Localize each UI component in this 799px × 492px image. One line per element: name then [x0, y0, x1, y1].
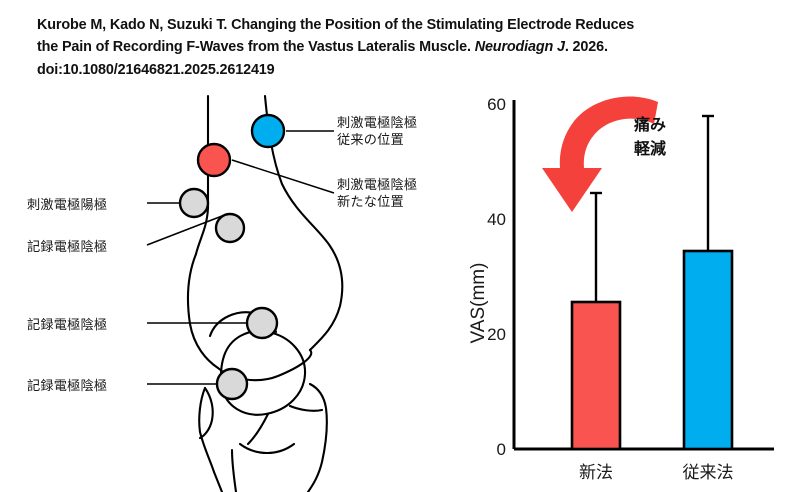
- y-tick-20: 20: [487, 325, 506, 344]
- y-tick-0: 0: [497, 440, 506, 459]
- error-bar-new-method: [590, 191, 602, 302]
- label-stim-cathode-new: 刺激電極陰極 新たな位置: [337, 177, 417, 211]
- citation-text: Kurobe M, Kado N, Suzuki T. Changing the…: [37, 14, 772, 81]
- x-category-conventional-method: 従来法: [683, 463, 734, 482]
- label-stim-cathode-conventional-line1: 刺激電極陰極: [337, 115, 418, 130]
- pain-reduction-arrow-icon: [542, 96, 658, 212]
- citation-line-2b: . 2026.: [564, 39, 608, 56]
- electrode-grey-recording-3: [215, 367, 249, 401]
- label-recording-cathode-3: 記録電極陰極: [27, 378, 108, 393]
- electrode-grey-stim-anode: [178, 187, 210, 219]
- label-stim-cathode-new-line2: 新たな位置: [337, 193, 404, 209]
- knee-anatomy-diagram: 刺激電極陽極 記録電極陰極 記録電極陰極 記録電極陰極 刺激電極陰極 従来の位置…: [0, 88, 462, 492]
- label-recording-cathode-1: 記録電極陰極: [27, 239, 108, 254]
- leader-recording-1: [146, 215, 223, 246]
- y-axis-label: VAS(mm): [468, 263, 489, 344]
- x-category-new-method: 新法: [579, 463, 613, 482]
- citation-doi: doi:10.1080/21646821.2025.2612419: [37, 61, 275, 78]
- y-tick-60: 60: [487, 95, 506, 114]
- electrode-grey-recording-1: [214, 212, 246, 244]
- electrode-blue-conventional-position: [250, 113, 286, 149]
- citation-line-1: Kurobe M, Kado N, Suzuki T. Changing the…: [37, 17, 635, 33]
- y-tick-40: 40: [487, 210, 506, 229]
- error-bar-conventional-method: [702, 114, 714, 251]
- vas-bar-chart: 0 20 40 60 VAS(mm) 新法 従来法: [462, 88, 799, 492]
- leader-lines: [146, 130, 335, 385]
- label-stim-cathode-conventional: 刺激電極陰極 従来の位置: [337, 115, 417, 149]
- y-tick-labels: 0 20 40 60: [487, 95, 506, 459]
- bar-conventional-method: [682, 249, 734, 451]
- citation-journal-name: Neurodiagn J: [474, 39, 565, 56]
- citation-line-2a: the Pain of Recording F-Waves from the V…: [37, 39, 471, 56]
- annotation-line-2: 軽減: [634, 139, 666, 158]
- label-stimulating-anode: 刺激電極陽極: [27, 197, 108, 212]
- label-stim-cathode-conventional-line2: 従来の位置: [337, 131, 404, 147]
- bar-new-method: [570, 300, 622, 451]
- label-stim-cathode-new-line1: 刺激電極陰極: [337, 177, 418, 192]
- leader-red-marker: [231, 159, 335, 194]
- annotation-line-1: 痛み: [633, 115, 666, 134]
- electrode-grey-recording-2: [245, 306, 279, 340]
- electrode-red-new-position: [196, 142, 232, 178]
- label-recording-cathode-2: 記録電極陰極: [27, 317, 108, 332]
